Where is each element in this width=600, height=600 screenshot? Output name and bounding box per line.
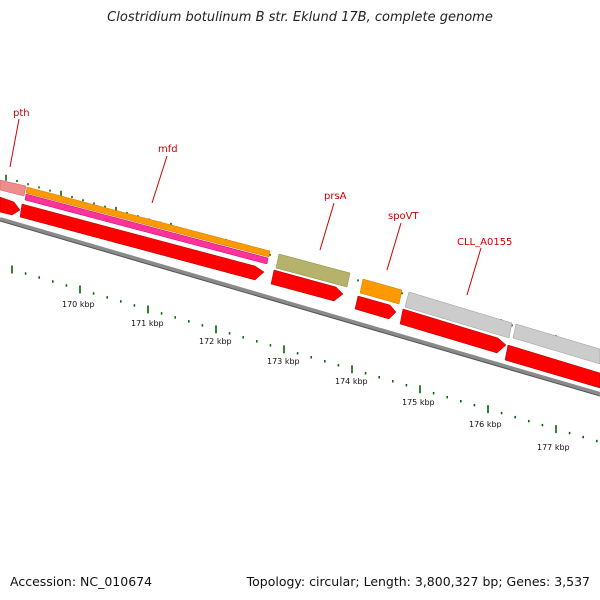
leader-line-CLL_A0155 bbox=[466, 247, 482, 296]
scale-label-170: 170 kbp bbox=[62, 300, 95, 309]
leader-line-prsA bbox=[319, 202, 335, 251]
cds-arrow-next[interactable] bbox=[504, 344, 600, 389]
gene-label-pth: pth bbox=[13, 108, 30, 119]
genome-backbone bbox=[0, 217, 600, 396]
gene-bar-CLL_A0155-a[interactable] bbox=[404, 291, 513, 339]
map-title: Clostridium botulinum B str. Eklund 17B,… bbox=[107, 10, 493, 25]
scale-label-174: 174 kbp bbox=[335, 377, 368, 386]
gene-bar-pth[interactable] bbox=[0, 179, 27, 197]
gene-bar-CLL_A0155-b[interactable] bbox=[512, 323, 600, 365]
scale-label-176: 176 kbp bbox=[469, 420, 502, 429]
cds-arrow-pth[interactable] bbox=[0, 196, 21, 216]
scale-label-173: 173 kbp bbox=[267, 357, 300, 366]
accession-text: Accession: NC_010674 bbox=[10, 574, 153, 589]
gene-label-prsA: prsA bbox=[324, 191, 347, 202]
topology-text: Topology: circular; Length: 3,800,327 bp… bbox=[246, 574, 590, 589]
scale-label-171: 171 kbp bbox=[131, 319, 164, 328]
gene-bar-mfd-orange[interactable] bbox=[25, 186, 271, 258]
scale-label-172: 172 kbp bbox=[199, 337, 232, 346]
genome-backbone-shadow bbox=[0, 220, 600, 397]
scale-label-175: 175 kbp bbox=[402, 398, 435, 407]
gene-label-spoVT: spoVT bbox=[388, 211, 420, 222]
scale-tick-row bbox=[11, 265, 598, 443]
leader-line-mfd bbox=[151, 155, 168, 204]
cds-arrow-spoVT[interactable] bbox=[354, 295, 397, 320]
gene-label-mfd: mfd bbox=[158, 144, 178, 155]
gene-label-CLL_A0155: CLL_A0155 bbox=[457, 237, 512, 248]
leader-line-pth bbox=[9, 118, 20, 168]
gene-bar-mfd-pink[interactable] bbox=[24, 193, 269, 265]
gene-bar-prsA[interactable] bbox=[275, 253, 351, 288]
leader-line-spoVT bbox=[386, 222, 402, 271]
cds-arrow-CLL_A0155[interactable] bbox=[399, 308, 507, 354]
cds-arrow-mfd[interactable] bbox=[19, 203, 265, 281]
scale-label-177: 177 kbp bbox=[537, 443, 570, 452]
gene-bar-spoVT[interactable] bbox=[359, 278, 403, 305]
cds-arrow-prsA[interactable] bbox=[270, 269, 344, 302]
